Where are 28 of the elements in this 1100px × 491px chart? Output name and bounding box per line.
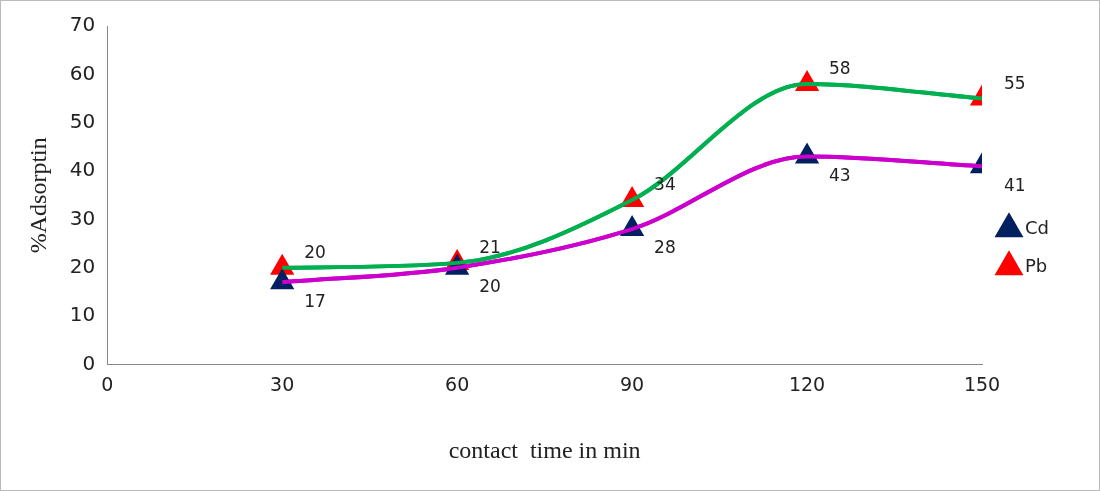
data-label: 21 [479, 237, 501, 258]
y-tick-label: 40 [69, 157, 96, 182]
y-tick-label: 20 [69, 253, 96, 278]
x-tick-label: 150 [963, 372, 1001, 395]
data-label: 41 [1004, 174, 1026, 195]
data-label: 20 [479, 276, 501, 297]
x-tick-label: 90 [620, 372, 645, 395]
x-tick-label: 30 [270, 372, 295, 395]
data-label: 17 [304, 290, 326, 311]
y-axis-title: %Adsorptin [24, 137, 51, 254]
legend-label: Pb [1025, 254, 1048, 276]
x-axis-title: contact time in min [448, 436, 641, 463]
legend-label: Cd [1025, 216, 1050, 238]
y-tick-label: 10 [69, 302, 96, 327]
y-tick-label: 60 [69, 60, 96, 85]
data-label: 34 [654, 174, 676, 195]
x-tick-label: 60 [445, 372, 470, 395]
data-label: 58 [829, 58, 851, 79]
data-label: 20 [304, 242, 326, 263]
x-tick-label: 120 [788, 372, 826, 395]
data-label: 55 [1004, 72, 1026, 93]
y-tick-label: 30 [69, 205, 96, 230]
x-tick-label: 0 [101, 372, 114, 395]
data-label: 28 [654, 237, 676, 258]
y-tick-label: 50 [69, 108, 96, 133]
y-tick-label: 70 [69, 12, 96, 37]
y-tick-label: 0 [82, 350, 96, 375]
data-label: 43 [829, 164, 851, 185]
